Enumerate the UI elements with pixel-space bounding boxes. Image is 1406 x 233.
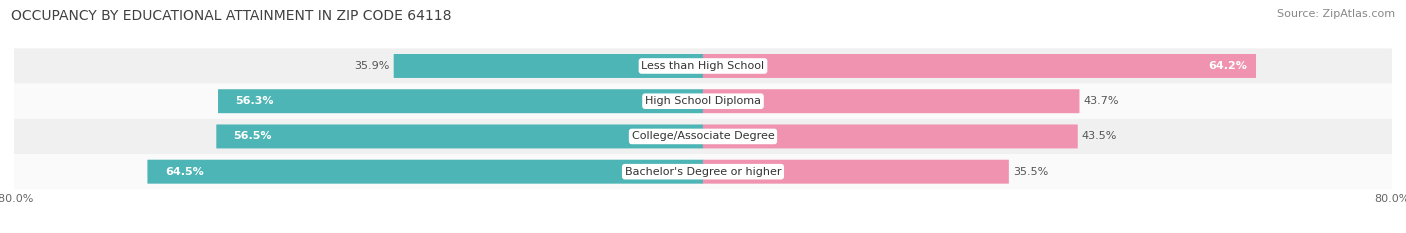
FancyBboxPatch shape [218, 89, 703, 113]
Text: High School Diploma: High School Diploma [645, 96, 761, 106]
Text: 35.9%: 35.9% [354, 61, 389, 71]
Text: 43.5%: 43.5% [1083, 131, 1118, 141]
FancyBboxPatch shape [217, 124, 703, 148]
Text: 56.3%: 56.3% [235, 96, 274, 106]
FancyBboxPatch shape [394, 54, 703, 78]
Text: Source: ZipAtlas.com: Source: ZipAtlas.com [1277, 9, 1395, 19]
FancyBboxPatch shape [14, 84, 1392, 119]
Text: College/Associate Degree: College/Associate Degree [631, 131, 775, 141]
FancyBboxPatch shape [148, 160, 703, 184]
Text: OCCUPANCY BY EDUCATIONAL ATTAINMENT IN ZIP CODE 64118: OCCUPANCY BY EDUCATIONAL ATTAINMENT IN Z… [11, 9, 451, 23]
Text: 35.5%: 35.5% [1012, 167, 1049, 177]
FancyBboxPatch shape [14, 119, 1392, 154]
FancyBboxPatch shape [703, 124, 1078, 148]
FancyBboxPatch shape [703, 89, 1080, 113]
Text: Bachelor's Degree or higher: Bachelor's Degree or higher [624, 167, 782, 177]
Text: 64.2%: 64.2% [1208, 61, 1247, 71]
FancyBboxPatch shape [703, 160, 1010, 184]
FancyBboxPatch shape [14, 154, 1392, 189]
FancyBboxPatch shape [703, 54, 1256, 78]
Text: 56.5%: 56.5% [233, 131, 273, 141]
FancyBboxPatch shape [14, 48, 1392, 84]
Text: 64.5%: 64.5% [165, 167, 204, 177]
Text: 43.7%: 43.7% [1084, 96, 1119, 106]
Text: Less than High School: Less than High School [641, 61, 765, 71]
